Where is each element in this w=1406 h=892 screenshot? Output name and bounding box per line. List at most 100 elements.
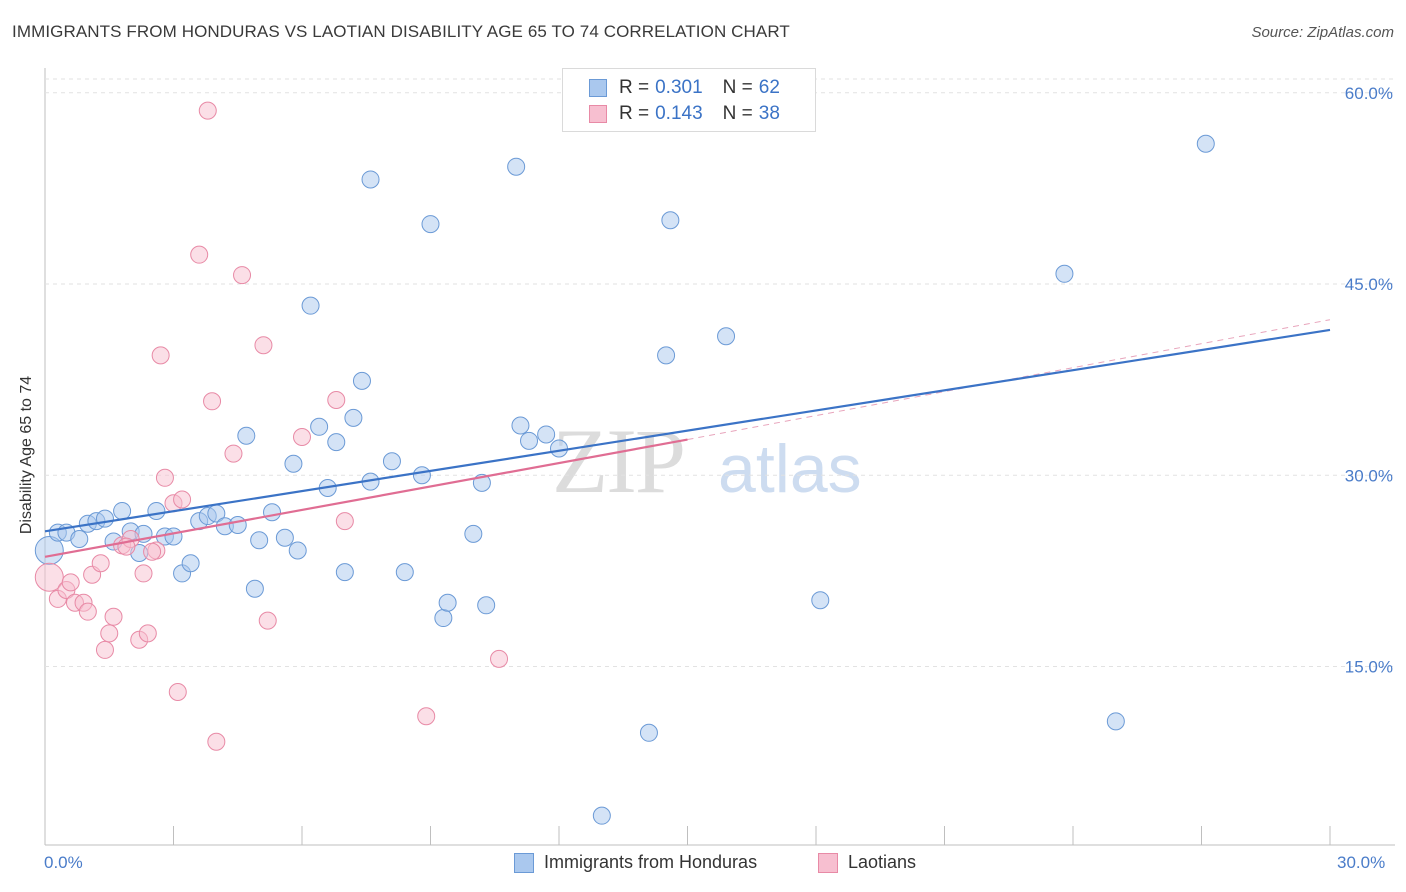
honduras-point [434,609,453,628]
legend-n-label: N = [722,103,753,124]
honduras-point [245,579,264,598]
y-tick-label: 60.0% [1345,84,1393,103]
honduras-point [511,416,530,435]
legend-r-value: 0.143 [655,103,703,124]
honduras-point [113,501,132,520]
laotian-trend-line [44,438,688,558]
honduras-point [661,211,680,230]
laotian-point [61,573,80,592]
laotian-point [258,611,277,630]
laotian-point [198,101,217,120]
honduras-point [335,563,354,582]
source-label: Source: ZipAtlas.com [1251,24,1394,41]
honduras-point [382,452,401,471]
honduras-point [412,466,431,485]
laotian-point [173,490,192,509]
legend-r-label: R = [619,103,650,124]
laotian-point [233,266,252,285]
legend-r-label: R = [619,77,650,98]
laotian-point [327,391,346,410]
legend-n-value: 62 [758,77,780,98]
watermark-atlas: atlas [718,431,862,507]
honduras-point [310,417,329,436]
legend-n-value: 38 [758,103,780,124]
honduras-point [275,528,294,547]
x-tick-label-max: 30.0% [1337,853,1386,872]
honduras-point [657,346,676,365]
honduras-point [301,296,320,315]
honduras-point [592,806,611,825]
honduras-point [327,433,346,452]
honduras-point [250,531,269,550]
laotian-point [168,683,187,701]
legend-n-label: N = [722,77,753,98]
laotian-point [34,562,64,592]
honduras-point [147,501,166,520]
bottom-legend-label-laotians: Laotians [848,852,917,872]
laotian-point [155,468,174,487]
bottom-legend-label-honduras: Immigrants from Honduras [544,852,758,872]
y-tick-label: 45.0% [1345,275,1393,294]
legend: R = 0.301 N = 62 R = 0.143 N = 38 [562,68,816,132]
honduras-point [164,527,183,546]
honduras-point [717,327,736,346]
honduras-point [639,723,658,742]
honduras-point [361,170,380,189]
honduras-point [237,426,256,445]
legend-row-laotians: R = 0.143 N = 38 [589,102,780,126]
honduras-point [263,503,282,522]
laotian-point [134,564,153,583]
laotian-point [78,602,97,621]
legend-row-honduras: R = 0.301 N = 62 [589,76,780,100]
honduras-point [537,425,556,444]
laotian-point [95,640,114,659]
honduras-point [1055,264,1074,283]
y-tick-label: 30.0% [1345,466,1393,485]
laotian-point [151,346,170,365]
honduras-point [520,431,539,450]
honduras-point [550,439,568,458]
honduras-point [1106,712,1125,731]
laotian-point [490,649,509,668]
honduras-point [1196,134,1215,153]
y-axis-label: Disability Age 65 to 74 [18,375,35,535]
laotian-point [190,245,209,264]
laotian-point [138,624,157,643]
honduras-point [421,215,440,234]
honduras-point [344,408,363,427]
honduras-point [181,554,200,573]
honduras-point [352,371,371,390]
honduras-point [477,596,496,615]
y-tick-label: 15.0% [1345,658,1393,677]
bottom-legend-honduras: Immigrants from Honduras [514,852,757,873]
laotian-point [203,392,222,411]
legend-swatch-laotians [589,105,607,123]
honduras-point [228,515,247,534]
laotian-point [335,512,354,531]
bottom-legend-swatch-laotians [818,852,838,873]
honduras-point [811,591,830,610]
laotian-point [100,624,119,643]
bottom-legend-laotians: Laotians [818,852,916,873]
honduras-point [438,593,457,612]
bottom-legend-swatch-honduras [514,852,534,873]
honduras-point [95,509,114,528]
legend-r-value: 0.301 [655,77,703,98]
laotian-point [224,444,243,463]
laotian-trend-extension [687,319,1331,441]
laotian-point [207,732,226,751]
legend-swatch-honduras [589,79,607,97]
honduras-point [288,541,307,560]
honduras-trend-line [44,328,1331,533]
laotian-point [254,336,273,355]
honduras-point [507,157,526,176]
x-tick-label-min: 0.0% [44,853,83,872]
laotian-point [293,428,311,446]
laotian-point [417,707,436,726]
honduras-point [284,454,303,473]
chart-title: IMMIGRANTS FROM HONDURAS VS LAOTIAN DISA… [12,22,790,41]
honduras-point [70,530,89,548]
laotian-point [143,542,162,561]
honduras-point [464,524,483,543]
